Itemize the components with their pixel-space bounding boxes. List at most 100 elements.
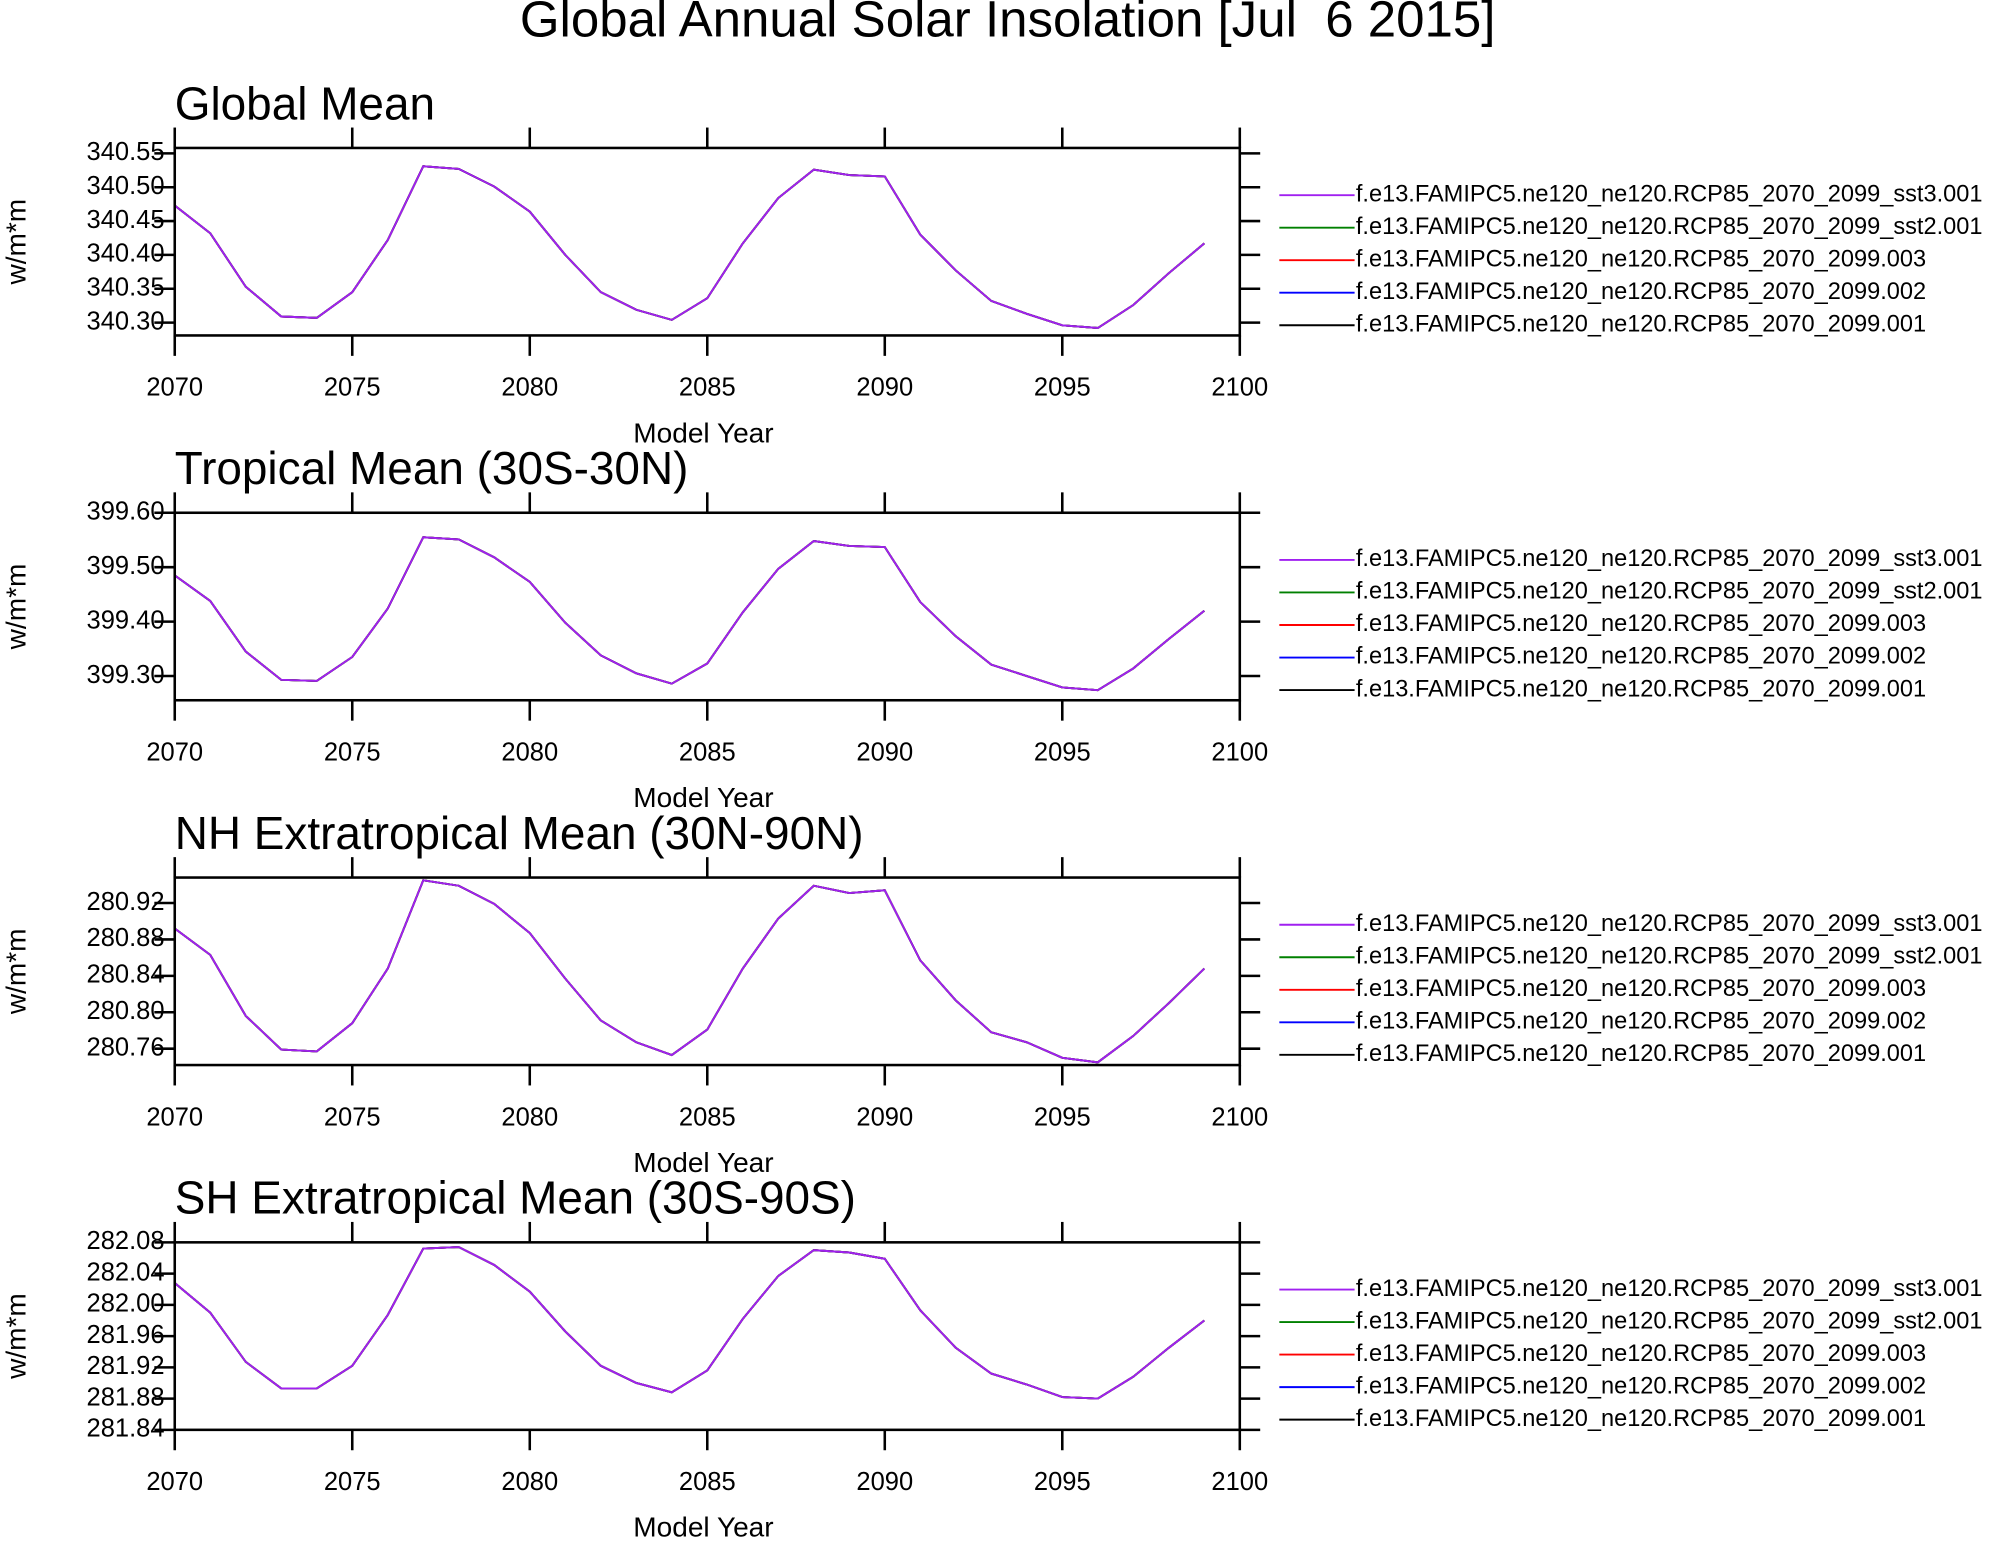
plot-frame	[173, 1241, 1242, 1432]
legend-label: f.e13.FAMIPC5.ne120_ne120.RCP85_2070_209…	[1356, 1405, 1926, 1431]
panel: SH Extratropical Mean (30S-90S) w/m*m Mode…	[0, 1172, 1982, 1543]
x-tick-label: 2070	[146, 1468, 203, 1496]
series-line	[174, 536, 1205, 692]
x-tick-label: 2090	[856, 1103, 913, 1131]
legend-label: f.e13.FAMIPC5.ne120_ne120.RCP85_2070_209…	[1356, 1372, 1926, 1398]
series-line	[174, 879, 1205, 1064]
x-tick-label: 2090	[856, 739, 913, 767]
series-line	[174, 165, 1205, 329]
series-line	[174, 1246, 1205, 1400]
y-tick-label: 399.40	[87, 606, 165, 634]
y-tick-label: 399.60	[87, 497, 165, 525]
legend-label: f.e13.FAMIPC5.ne120_ne120.RCP85_2070_209…	[1356, 245, 1926, 271]
legend-label: f.e13.FAMIPC5.ne120_ne120.RCP85_2070_209…	[1356, 1040, 1926, 1066]
figure-title: Global Annual Solar Insolation [Jul 6 20…	[520, 0, 1496, 47]
x-tick-label: 2080	[501, 739, 558, 767]
y-tick-label: 282.08	[87, 1227, 165, 1255]
y-tick-label: 282.04	[87, 1258, 165, 1286]
x-tick-label: 2100	[1211, 1103, 1268, 1131]
y-tick-label: 280.92	[87, 888, 165, 916]
legend-label: f.e13.FAMIPC5.ne120_ne120.RCP85_2070_209…	[1356, 943, 1983, 969]
plot-frame	[173, 146, 1242, 337]
panel-title: NH Extratropical Mean (30N-90N)	[175, 807, 864, 859]
y-tick-label: 340.40	[87, 240, 165, 268]
y-tick-label: 340.50	[87, 172, 165, 200]
x-axis-label: Model Year	[633, 782, 773, 813]
x-tick-label: 2075	[324, 374, 381, 402]
series-line	[174, 1246, 1205, 1400]
series-line	[174, 165, 1205, 329]
y-axis-label: w/m*m	[0, 1293, 31, 1380]
x-tick-label: 2085	[679, 1103, 736, 1131]
y-tick-label: 280.76	[87, 1033, 165, 1061]
legend-label: f.e13.FAMIPC5.ne120_ne120.RCP85_2070_209…	[1356, 1008, 1926, 1034]
x-tick-label: 2075	[324, 1103, 381, 1131]
panel-title: Global Mean	[175, 77, 435, 129]
x-tick-label: 2080	[501, 374, 558, 402]
x-tick-label: 2100	[1211, 374, 1268, 402]
x-tick-label: 2100	[1211, 1468, 1268, 1496]
x-tick-label: 2085	[679, 1468, 736, 1496]
panel: Tropical Mean (30S-30N) w/m*m Model Year 39…	[0, 442, 1982, 813]
y-axis-label: w/m*m	[0, 199, 31, 286]
x-tick-label: 2085	[679, 739, 736, 767]
y-tick-label: 281.92	[87, 1352, 165, 1380]
series-line	[174, 536, 1205, 692]
y-tick-label: 281.88	[87, 1383, 165, 1411]
series-line	[174, 1246, 1205, 1400]
series-line	[174, 165, 1205, 329]
series-line	[174, 879, 1205, 1064]
panel: Global Mean w/m*m Model Year 340.30 340.35 34…	[0, 77, 1982, 448]
x-axis-label: Model Year	[633, 417, 773, 448]
legend-label: f.e13.FAMIPC5.ne120_ne120.RCP85_2070_209…	[1356, 310, 1926, 336]
y-tick-label: 282.00	[87, 1290, 165, 1318]
y-tick-label: 399.30	[87, 661, 165, 689]
x-tick-label: 2100	[1211, 739, 1268, 767]
legend-label: f.e13.FAMIPC5.ne120_ne120.RCP85_2070_209…	[1356, 910, 1983, 936]
legend-label: f.e13.FAMIPC5.ne120_ne120.RCP85_2070_209…	[1356, 975, 1926, 1001]
x-tick-label: 2095	[1034, 739, 1091, 767]
series-line	[174, 536, 1205, 692]
y-tick-label: 280.84	[87, 961, 165, 989]
y-tick-label: 281.96	[87, 1321, 165, 1349]
series-line	[174, 879, 1205, 1064]
x-axis-label: Model Year	[633, 1512, 773, 1543]
y-tick-label: 340.35	[87, 273, 165, 301]
legend-label: f.e13.FAMIPC5.ne120_ne120.RCP85_2070_209…	[1356, 1275, 1983, 1301]
panel: NH Extratropical Mean (30N-90N) w/m*m Mode…	[0, 807, 1982, 1178]
x-tick-label: 2075	[324, 739, 381, 767]
series-line	[174, 879, 1205, 1064]
y-axis-label: w/m*m	[0, 928, 31, 1015]
y-tick-label: 340.30	[87, 307, 165, 335]
y-tick-label: 280.80	[87, 997, 165, 1025]
series-line	[174, 536, 1205, 692]
x-tick-label: 2075	[324, 1468, 381, 1496]
legend-label: f.e13.FAMIPC5.ne120_ne120.RCP85_2070_209…	[1356, 610, 1926, 636]
y-tick-label: 340.45	[87, 206, 165, 234]
legend-label: f.e13.FAMIPC5.ne120_ne120.RCP85_2070_209…	[1356, 180, 1983, 206]
legend-label: f.e13.FAMIPC5.ne120_ne120.RCP85_2070_209…	[1356, 675, 1926, 701]
x-tick-label: 2080	[501, 1468, 558, 1496]
x-tick-label: 2090	[856, 1468, 913, 1496]
x-tick-label: 2095	[1034, 1103, 1091, 1131]
plot-frame	[173, 511, 1242, 702]
x-tick-label: 2090	[856, 374, 913, 402]
x-tick-label: 2070	[146, 1103, 203, 1131]
y-tick-label: 281.84	[87, 1415, 165, 1443]
x-tick-label: 2095	[1034, 374, 1091, 402]
series-line	[174, 165, 1205, 329]
y-tick-label: 340.55	[87, 138, 165, 166]
panel-title: Tropical Mean (30S-30N)	[175, 442, 689, 494]
legend-label: f.e13.FAMIPC5.ne120_ne120.RCP85_2070_209…	[1356, 1340, 1926, 1366]
legend-label: f.e13.FAMIPC5.ne120_ne120.RCP85_2070_209…	[1356, 578, 1983, 604]
legend-label: f.e13.FAMIPC5.ne120_ne120.RCP85_2070_209…	[1356, 643, 1926, 669]
plot-frame	[173, 876, 1242, 1067]
legend-label: f.e13.FAMIPC5.ne120_ne120.RCP85_2070_209…	[1356, 545, 1983, 571]
x-axis-label: Model Year	[633, 1147, 773, 1178]
x-tick-label: 2070	[146, 374, 203, 402]
x-tick-label: 2070	[146, 739, 203, 767]
x-tick-label: 2095	[1034, 1468, 1091, 1496]
panel-title: SH Extratropical Mean (30S-90S)	[175, 1172, 856, 1224]
